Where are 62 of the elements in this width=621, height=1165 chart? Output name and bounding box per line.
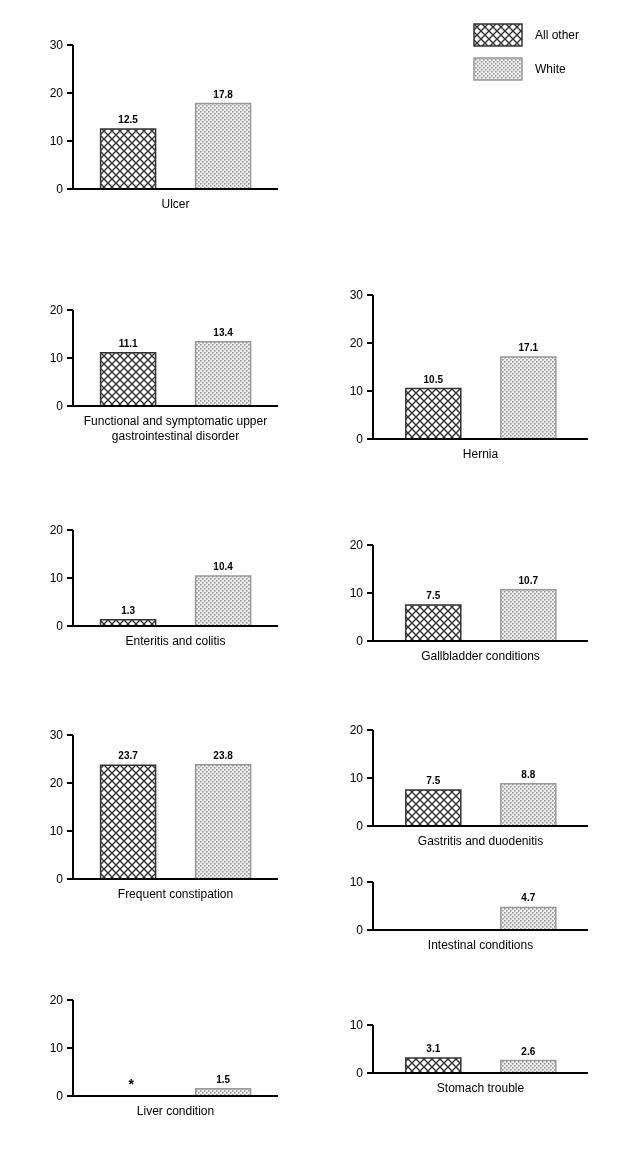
- y-tick-label: 0: [356, 1066, 364, 1081]
- data-label: 11.1: [118, 337, 138, 349]
- data-label: 12.5: [118, 114, 139, 125]
- y-tick-label: 0: [56, 182, 64, 197]
- x-axis-title: Frequent constipation: [116, 887, 235, 902]
- legend-label: All other: [535, 28, 580, 42]
- y-tick-label: 0: [356, 432, 364, 447]
- data-label: 10.4: [213, 561, 234, 573]
- x-axis-title: Gastritis and duodenitis: [416, 834, 545, 849]
- x-axis-title: Stomach trouble: [435, 1081, 526, 1096]
- y-tick-label: 0: [56, 872, 64, 887]
- y-tick-label: 20: [49, 523, 64, 538]
- y-tick-label: 0: [356, 923, 364, 938]
- y-tick-label: 0: [56, 619, 64, 634]
- data-label: 17.1: [518, 341, 539, 353]
- y-tick-label: 10: [349, 586, 364, 601]
- data-label: 2.6: [521, 1045, 536, 1057]
- y-tick-label: 0: [356, 634, 364, 649]
- data-label: 8.8: [521, 768, 536, 780]
- x-axis-title: Enteritis and colitis: [124, 634, 227, 649]
- y-tick-label: 10: [49, 134, 64, 149]
- data-label: 1.3: [121, 604, 136, 616]
- y-tick-label: 20: [49, 776, 64, 791]
- x-axis-title: Hernia: [461, 447, 500, 462]
- data-label: 7.5: [426, 590, 441, 601]
- data-label: 1.5: [216, 1073, 231, 1085]
- y-tick-label: 0: [56, 1089, 64, 1104]
- data-label: 23.8: [213, 749, 234, 761]
- y-tick-label: 10: [49, 351, 64, 366]
- data-label: 13.4: [213, 326, 234, 338]
- y-tick-label: 10: [349, 875, 364, 890]
- y-tick-label: 30: [49, 728, 64, 743]
- data-label: 10.7: [518, 574, 539, 586]
- y-tick-label: 0: [356, 819, 364, 834]
- x-axis-title: Liver condition: [135, 1104, 216, 1119]
- y-tick-label: 0: [56, 399, 64, 414]
- data-label: 4.7: [521, 892, 536, 904]
- x-axis-title: Functional and symptomatic upper gastrointestinal disorder: [82, 414, 269, 444]
- y-tick-label: 20: [49, 993, 64, 1008]
- data-label: 10.5: [423, 373, 444, 385]
- annotation: *: [128, 1076, 134, 1092]
- x-axis-title: Ulcer: [160, 197, 191, 212]
- data-label: 7.5: [426, 775, 441, 786]
- x-axis-title: Intestinal conditions: [426, 938, 535, 953]
- y-tick-label: 20: [349, 336, 364, 351]
- legend-label: White: [535, 62, 566, 76]
- y-tick-label: 10: [49, 571, 64, 586]
- y-tick-label: 10: [49, 1041, 64, 1056]
- y-tick-label: 30: [49, 38, 64, 53]
- y-tick-label: 20: [49, 86, 64, 101]
- data-label: 23.7: [118, 750, 139, 762]
- y-tick-label: 10: [349, 384, 364, 399]
- y-tick-label: 10: [349, 771, 364, 786]
- y-tick-label: 20: [49, 303, 64, 318]
- y-tick-label: 20: [349, 538, 364, 553]
- y-tick-label: 10: [49, 824, 64, 839]
- data-label: 17.8: [213, 88, 234, 100]
- y-tick-label: 10: [349, 1018, 364, 1033]
- y-tick-label: 20: [349, 723, 364, 738]
- x-axis-title: Gallbladder conditions: [420, 649, 541, 664]
- data-label: 3.1: [426, 1043, 441, 1055]
- y-tick-label: 30: [349, 288, 364, 303]
